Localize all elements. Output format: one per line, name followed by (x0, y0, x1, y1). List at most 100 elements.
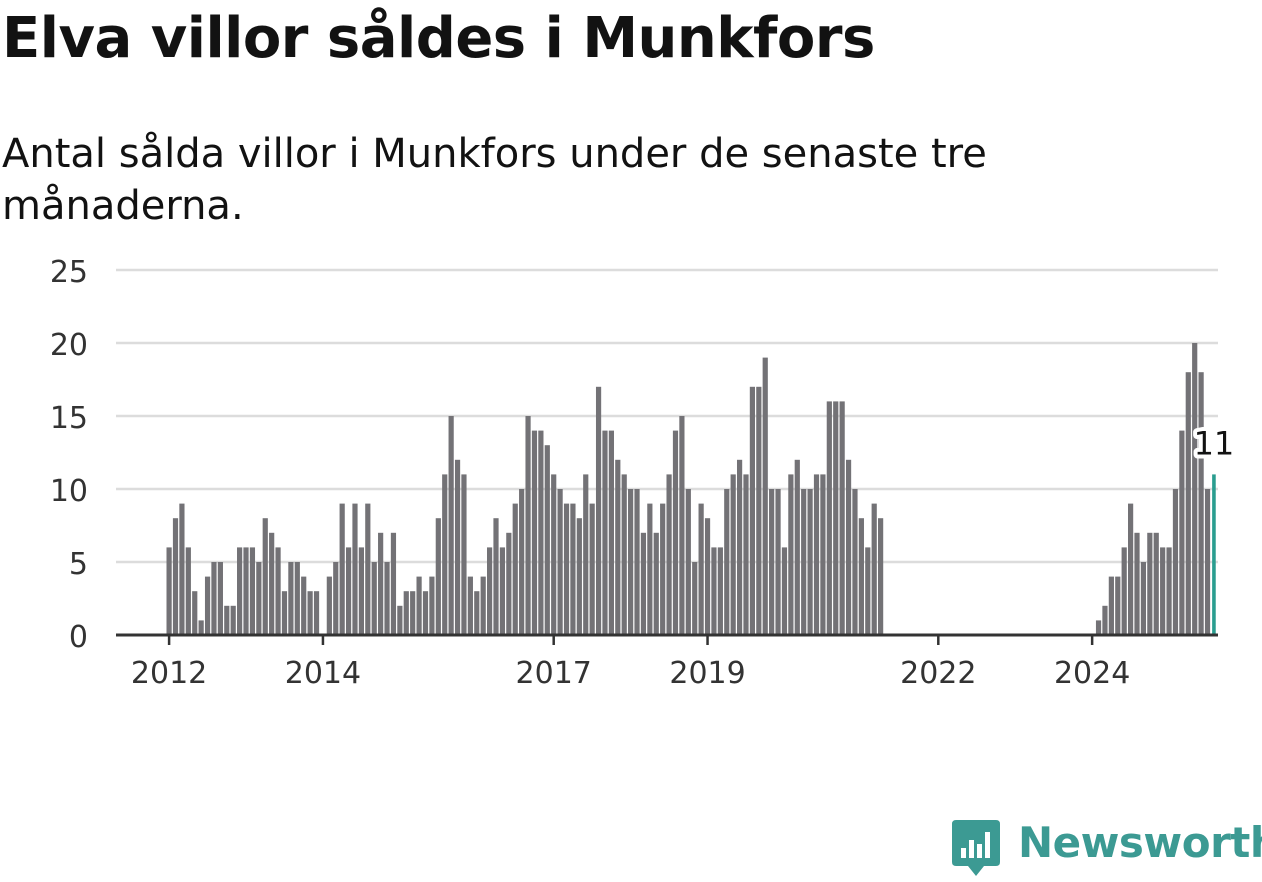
x-tick-label: 2019 (669, 656, 745, 691)
bar (525, 416, 531, 635)
bar (403, 591, 409, 635)
bar (634, 489, 640, 635)
bar (1140, 562, 1147, 635)
bar (583, 474, 589, 635)
bar (454, 459, 461, 635)
bar (326, 576, 332, 635)
bar (865, 547, 871, 635)
bar (692, 562, 698, 635)
bar (307, 591, 313, 635)
bars (166, 343, 1216, 635)
bar (576, 518, 582, 635)
bar (294, 562, 300, 635)
bar (519, 489, 525, 635)
bar (474, 591, 480, 635)
bar (416, 576, 422, 635)
bar (410, 591, 416, 635)
bar (730, 474, 736, 635)
chart-subtitle: Antal sålda villor i Munkfors under de s… (2, 131, 987, 229)
bar (1115, 576, 1121, 635)
bar (1102, 605, 1108, 635)
bar (345, 547, 352, 635)
bar (628, 489, 634, 635)
bar (769, 489, 775, 635)
bar (544, 445, 550, 635)
bar (833, 401, 839, 635)
bar (685, 489, 691, 635)
bar (172, 518, 179, 635)
y-tick-label: 20 (50, 328, 88, 363)
bar (640, 532, 647, 635)
bar (845, 459, 852, 635)
bar (269, 532, 275, 635)
bar (531, 430, 538, 635)
bar (801, 489, 807, 635)
x-tick-label: 2024 (1054, 656, 1130, 691)
bar (698, 503, 704, 635)
bar (762, 357, 768, 635)
newsworthy-logo-icon (952, 820, 1000, 876)
newsworthy-logo: Newsworthy (950, 818, 1262, 878)
bar (538, 430, 544, 635)
bar (781, 547, 788, 635)
bar (852, 489, 858, 635)
bar (435, 518, 441, 635)
bar (288, 562, 294, 635)
grid-lines (116, 268, 1218, 564)
bar-latest (1212, 474, 1216, 635)
bar (358, 547, 364, 635)
bar (724, 489, 730, 635)
bar (672, 430, 679, 635)
bar (756, 386, 762, 635)
bar (442, 474, 448, 635)
y-tick-label: 15 (50, 401, 88, 436)
bar (711, 547, 717, 635)
y-tick-label: 10 (50, 474, 88, 509)
bar (878, 518, 884, 635)
bar (204, 576, 211, 635)
bar (858, 518, 864, 635)
bar (1179, 430, 1185, 635)
bar (1134, 532, 1140, 635)
bar (256, 562, 262, 635)
bar (1147, 532, 1153, 635)
bar (378, 532, 384, 635)
bar (262, 518, 268, 635)
bar (480, 576, 486, 635)
bar (1172, 489, 1179, 635)
bar (371, 562, 377, 635)
bar (198, 620, 204, 635)
bar (1185, 372, 1191, 635)
bar (570, 503, 576, 635)
bar (595, 386, 602, 635)
bar (1121, 547, 1127, 635)
bar (243, 547, 249, 635)
latest-value-label: 11 (1194, 424, 1235, 462)
bar (1128, 503, 1134, 635)
bar (237, 547, 243, 635)
brand-name: Newsworthy (1018, 818, 1262, 867)
chart-title: Elva villor såldes i Munkfors (2, 6, 875, 71)
bar (660, 503, 666, 635)
bar (352, 503, 358, 635)
bar (390, 532, 397, 635)
bar (602, 430, 608, 635)
bar (230, 605, 236, 635)
bar (217, 562, 223, 635)
bar (653, 532, 659, 635)
bar (339, 503, 345, 635)
bar (794, 459, 800, 635)
bar (333, 562, 339, 635)
bar (826, 401, 832, 635)
bar (775, 489, 781, 635)
bar (807, 489, 813, 635)
bar (788, 474, 794, 635)
bar (813, 474, 820, 635)
bar (397, 605, 403, 635)
bar (839, 401, 845, 635)
bar (621, 474, 627, 635)
x-tick-label: 2022 (900, 656, 976, 691)
bar (275, 547, 281, 635)
